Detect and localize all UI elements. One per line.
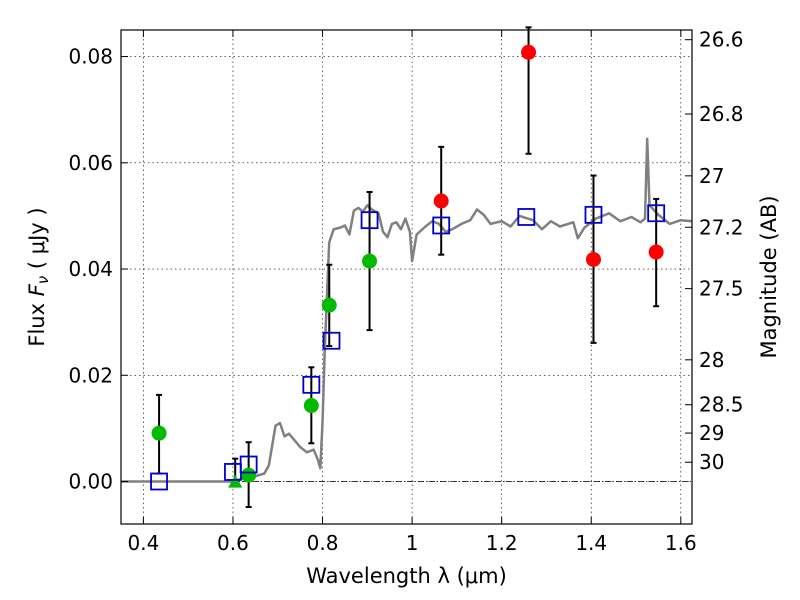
blue-square-point <box>150 472 168 491</box>
x-axis-label: Wavelength λ (μm) <box>306 564 507 588</box>
model-spectrum-line <box>121 137 693 483</box>
green-circle-point <box>321 297 337 313</box>
y-axis-label-var: F <box>25 283 49 296</box>
right-axis-label: Magnitude (AB) <box>757 195 781 358</box>
right-tick-label: 26.6 <box>699 28 744 52</box>
grid-lines <box>121 30 692 524</box>
blue-square-point <box>302 375 321 394</box>
y-tick-label: 0.02 <box>68 363 113 387</box>
y-tick-label: 0.04 <box>68 257 113 281</box>
x-tick-label: 1 <box>406 531 419 555</box>
y-axis-label-prefix: Flux <box>25 296 49 346</box>
right-tick-label: 27.5 <box>699 277 744 301</box>
green-circle-point <box>303 398 319 414</box>
y-tick-label: 0.06 <box>68 151 113 175</box>
blue-square-point <box>517 208 536 226</box>
x-tick-label: 1.6 <box>665 531 697 555</box>
green-circle-point <box>151 425 167 441</box>
y-axis-label-sub: ν <box>34 276 52 284</box>
green-triangle-point <box>228 474 243 488</box>
green-circle-point <box>241 467 257 483</box>
axis-ticks-layer: 0.4 0.6 0.8 1 1.2 1.4 1.6 0.00 0.02 0.04 0.06 0.08 2… <box>68 28 743 555</box>
x-tick-label: 1.2 <box>486 531 518 555</box>
x-tick-label: 0.8 <box>307 531 339 555</box>
right-tick-label: 28 <box>699 348 724 372</box>
y-tick-label: 0.00 <box>68 470 113 494</box>
x-tick-label: 0.4 <box>127 531 159 555</box>
x-tick-label: 1.4 <box>575 531 607 555</box>
red-circle-point <box>433 193 449 209</box>
y-tick-label: 0.08 <box>68 45 113 69</box>
blue-square-point <box>432 216 451 235</box>
data-points-layer <box>150 44 666 491</box>
green-circle-point <box>362 253 378 269</box>
right-tick-label: 30 <box>699 450 724 474</box>
right-tick-label: 27 <box>699 164 724 188</box>
model-spectrum-layer <box>121 137 693 483</box>
y-axis-label: Flux Fν ( μJy ) <box>25 207 52 346</box>
x-tick-label: 0.6 <box>217 531 249 555</box>
right-tick-label: 28.5 <box>699 393 744 417</box>
red-circle-point <box>648 244 664 260</box>
blue-square-point <box>647 204 666 223</box>
blue-square-point <box>322 331 341 350</box>
red-circle-point <box>585 251 601 267</box>
plot-frame <box>120 29 693 525</box>
blue-square-point <box>239 455 258 474</box>
right-tick-label: 29 <box>699 421 724 445</box>
red-circle-point <box>521 44 537 60</box>
error-bars-layer <box>156 26 660 509</box>
right-tick-label: 27.2 <box>699 215 744 239</box>
y-axis-label-suffix: ( μJy ) <box>25 207 49 275</box>
blue-square-point <box>584 205 603 224</box>
blue-square-point <box>360 211 379 230</box>
right-tick-label: 26.8 <box>699 102 744 126</box>
